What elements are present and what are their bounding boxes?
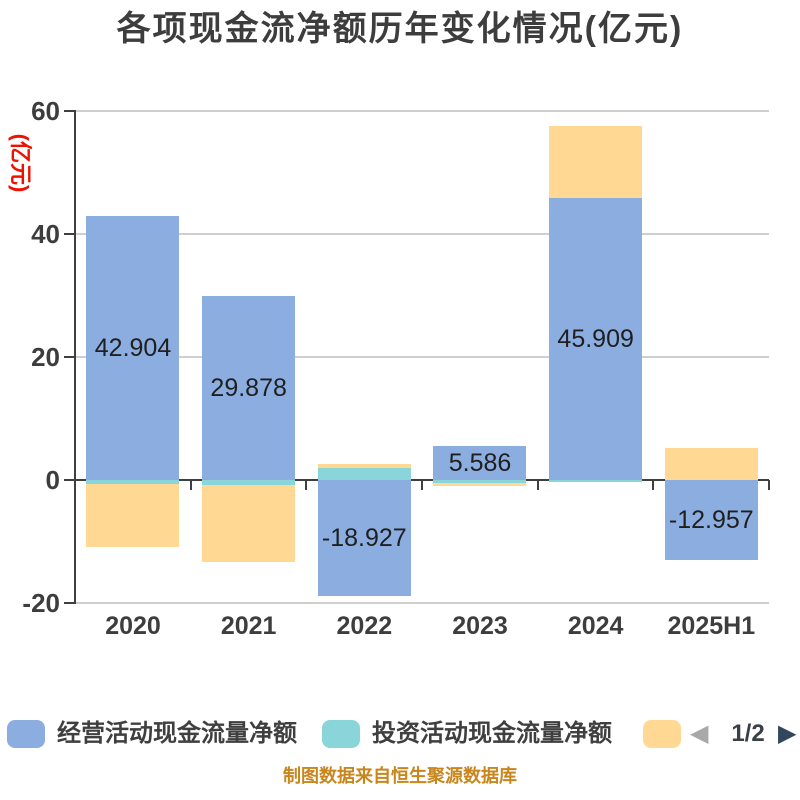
legend-swatch-teal <box>322 720 360 748</box>
gridline <box>75 233 769 235</box>
legend-swatch-blue <box>7 720 45 748</box>
y-axis-tick <box>64 602 75 604</box>
x-axis-label-2022: 2022 <box>336 612 393 640</box>
legend-item-operating-cash-flow[interactable]: 经营活动现金流量净额 <box>7 720 307 748</box>
bar-segment-2025H1-s0[interactable] <box>664 480 758 560</box>
gridline <box>75 356 769 358</box>
bar-value-label: 45.909 <box>557 324 634 353</box>
chart-title: 各项现金流净额历年变化情况(亿元) <box>116 10 684 48</box>
y-axis-line <box>74 110 76 604</box>
x-axis-label-2020: 2020 <box>105 612 161 640</box>
bar-segment-2023-s1[interactable] <box>433 480 527 484</box>
legend-label-investing: 投资活动现金流量净额 <box>372 720 612 747</box>
y-tick-label: -20 <box>22 588 60 618</box>
bar-value-label: 42.904 <box>94 334 172 363</box>
x-axis-label-2023: 2023 <box>452 612 508 640</box>
y-axis-tick <box>64 233 75 235</box>
y-tick-label: 20 <box>31 342 60 372</box>
data-source-credit: 制图数据来自恒生聚源数据库 <box>283 766 517 786</box>
legend-next-page-icon[interactable]: ▶ <box>778 720 797 747</box>
bar-segment-2020-s1[interactable] <box>86 480 180 485</box>
bar-value-label: -18.927 <box>321 524 407 553</box>
bar-segment-2020-s2[interactable] <box>86 484 180 548</box>
gridline <box>75 110 769 112</box>
bar-segment-2020-s0[interactable] <box>86 216 180 480</box>
y-tick-label: 0 <box>45 465 60 495</box>
bar-value-label: -12.957 <box>668 505 754 534</box>
x-axis-label-2025H1: 2025H1 <box>667 612 756 640</box>
x-axis-tick <box>652 480 655 490</box>
x-axis-label-2021: 2021 <box>220 612 277 640</box>
legend-page-indicator: 1/2 <box>731 720 765 747</box>
bar-segment-2021-s2[interactable] <box>202 484 295 562</box>
bar-segment-2022-s1[interactable] <box>317 467 411 480</box>
bar-segment-2023-s0[interactable] <box>433 445 527 480</box>
x-axis-tick <box>305 480 308 490</box>
y-axis-tick <box>64 479 75 481</box>
gridline <box>75 602 769 604</box>
bar-segment-2021-s0[interactable] <box>202 296 295 480</box>
bar-segment-2024-s2[interactable] <box>549 126 642 198</box>
x-axis-tick <box>74 480 76 490</box>
y-tick-label: 60 <box>31 96 60 126</box>
y-axis-tick <box>64 110 75 112</box>
y-axis-tick <box>64 356 75 358</box>
x-axis-tick <box>189 480 192 490</box>
legend-label-operating: 经营活动现金流量净额 <box>57 720 297 747</box>
bar-value-label: 5.586 <box>448 448 512 477</box>
bar-value-label: 29.878 <box>210 374 287 403</box>
y-tick-label: 40 <box>31 219 60 249</box>
x-axis-label-2024: 2024 <box>567 612 624 640</box>
bar-segment-2024-s0[interactable] <box>549 197 642 480</box>
bar-segment-2022-s2[interactable] <box>317 463 411 468</box>
legend-item-investing-cash-flow[interactable]: 投资活动现金流量净额 <box>322 720 622 748</box>
x-axis-tick <box>421 480 423 490</box>
legend-swatch-orange <box>643 720 681 748</box>
legend-prev-page-icon[interactable]: ◀ <box>690 720 709 747</box>
x-axis-tick <box>768 480 770 490</box>
legend-item-third-series[interactable] <box>643 720 683 748</box>
bar-segment-2022-s0[interactable] <box>317 480 411 597</box>
bar-segment-2025H1-s2[interactable] <box>664 448 758 480</box>
bar-segment-2021-s1[interactable] <box>202 480 295 485</box>
bar-segment-2024-s1[interactable] <box>549 480 642 483</box>
x-axis-tick <box>536 480 539 490</box>
bar-segment-2023-s2[interactable] <box>433 483 527 487</box>
y-axis-name: (亿元) <box>8 133 33 193</box>
